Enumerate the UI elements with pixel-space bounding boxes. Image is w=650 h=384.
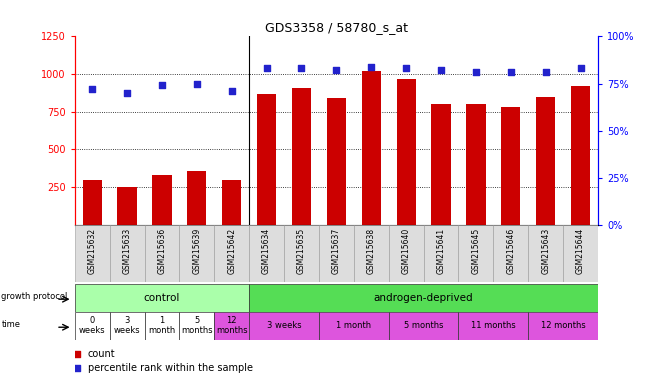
Point	[506, 69, 516, 75]
Point	[296, 65, 307, 71]
Point	[471, 69, 481, 75]
Text: 5
months: 5 months	[181, 316, 213, 335]
Text: 1
month: 1 month	[148, 316, 176, 335]
Text: control: control	[144, 293, 180, 303]
Point	[355, 157, 365, 163]
Bar	[571, 86, 590, 225]
Point	[366, 63, 376, 70]
Bar	[249, 312, 319, 340]
Bar	[75, 284, 249, 312]
Text: GSM215645: GSM215645	[471, 227, 480, 274]
Bar	[292, 88, 311, 225]
Bar	[354, 225, 389, 282]
Bar	[75, 312, 110, 340]
Bar	[493, 225, 528, 282]
Point	[331, 67, 342, 73]
Text: 3
weeks: 3 weeks	[114, 316, 140, 335]
Bar	[424, 225, 458, 282]
Point	[226, 88, 237, 94]
Bar	[536, 98, 555, 225]
Point	[157, 82, 167, 88]
Bar	[214, 312, 249, 340]
Bar	[187, 171, 207, 225]
Bar	[144, 312, 179, 340]
Bar	[83, 180, 102, 225]
Point	[401, 65, 411, 71]
Text: GSM215644: GSM215644	[576, 227, 585, 274]
Bar	[257, 94, 276, 225]
Text: GSM215633: GSM215633	[123, 227, 131, 274]
Text: 11 months: 11 months	[471, 321, 515, 330]
Text: GSM215639: GSM215639	[192, 227, 202, 274]
Text: GSM215646: GSM215646	[506, 227, 515, 274]
Text: 5 months: 5 months	[404, 321, 443, 330]
Text: growth protocol: growth protocol	[1, 292, 68, 301]
Bar	[458, 312, 528, 340]
Bar	[179, 312, 214, 340]
Text: GSM215641: GSM215641	[437, 227, 445, 274]
Text: 3 weeks: 3 weeks	[266, 321, 302, 330]
Point	[540, 69, 551, 75]
Bar	[389, 225, 424, 282]
Bar	[118, 187, 136, 225]
Bar	[249, 284, 598, 312]
Text: GSM215634: GSM215634	[262, 227, 271, 274]
Text: time: time	[1, 320, 21, 329]
Text: androgen-deprived: androgen-deprived	[374, 293, 473, 303]
Bar	[432, 104, 450, 225]
Bar	[249, 225, 284, 282]
Bar	[110, 225, 144, 282]
Text: GSM215638: GSM215638	[367, 227, 376, 274]
Text: 12 months: 12 months	[541, 321, 586, 330]
Bar	[528, 225, 563, 282]
Point	[122, 90, 133, 96]
Bar	[389, 312, 458, 340]
Text: 1 month: 1 month	[336, 321, 371, 330]
Text: 0
weeks: 0 weeks	[79, 316, 105, 335]
Bar	[501, 107, 521, 225]
Point	[436, 67, 446, 73]
Bar	[179, 225, 214, 282]
Bar	[396, 79, 416, 225]
Text: GSM215640: GSM215640	[402, 227, 411, 274]
Point	[192, 81, 202, 87]
Text: count: count	[88, 349, 116, 359]
Bar	[144, 225, 179, 282]
Point	[355, 280, 365, 286]
Bar	[319, 225, 354, 282]
Text: GSM215632: GSM215632	[88, 227, 97, 274]
Bar	[319, 312, 389, 340]
Text: GSM215643: GSM215643	[541, 227, 550, 274]
Bar	[110, 312, 144, 340]
Text: GSM215635: GSM215635	[297, 227, 306, 274]
Bar	[528, 312, 598, 340]
Text: GSM215636: GSM215636	[157, 227, 166, 274]
Title: GDS3358 / 58780_s_at: GDS3358 / 58780_s_at	[265, 21, 408, 34]
Bar	[563, 225, 598, 282]
Point	[261, 65, 272, 71]
Bar	[214, 225, 249, 282]
Bar	[284, 225, 319, 282]
Bar	[222, 180, 241, 225]
Bar	[327, 98, 346, 225]
Bar	[75, 225, 110, 282]
Point	[575, 65, 586, 71]
Bar	[458, 225, 493, 282]
Text: 12
months: 12 months	[216, 316, 248, 335]
Text: percentile rank within the sample: percentile rank within the sample	[88, 363, 253, 373]
Bar	[466, 104, 486, 225]
Bar	[361, 71, 381, 225]
Bar	[152, 175, 172, 225]
Text: GSM215642: GSM215642	[227, 227, 236, 274]
Point	[87, 86, 98, 92]
Text: GSM215637: GSM215637	[332, 227, 341, 274]
